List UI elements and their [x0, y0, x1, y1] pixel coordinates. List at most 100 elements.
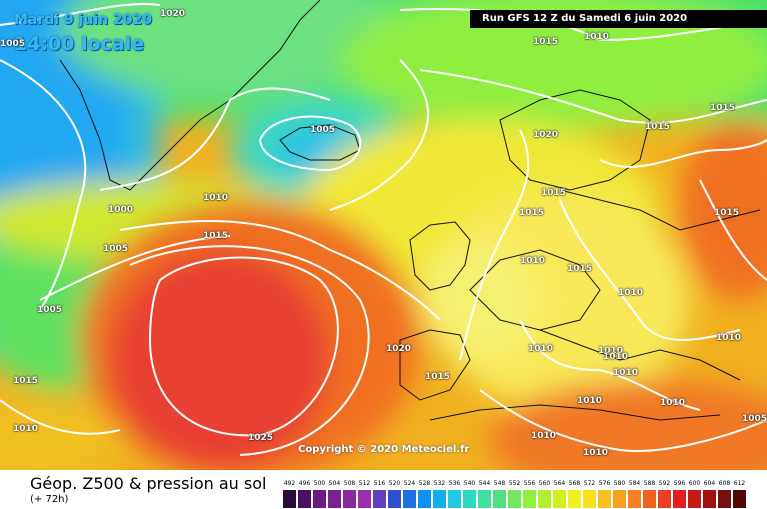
legend-value-label: 596 [673, 480, 686, 487]
isobar-label: 1010 [203, 193, 229, 203]
legend-swatch [478, 490, 491, 508]
legend-swatch [358, 490, 371, 508]
chart-title: Géop. Z500 & pression au sol [30, 474, 267, 493]
isobar-label: 1000 [108, 205, 134, 215]
isobar-label: 1010 [520, 256, 546, 266]
legend-swatch [508, 490, 521, 508]
legend-value-label: 604 [703, 480, 716, 487]
isobar-label: 1015 [519, 208, 545, 218]
legend-swatch [298, 490, 311, 508]
legend-swatch [463, 490, 476, 508]
isobar-label: 1025 [248, 433, 274, 443]
legend-swatch [643, 490, 656, 508]
legend-swatch [628, 490, 641, 508]
legend-value-label: 516 [373, 480, 386, 487]
isobar-label: 1015 [541, 188, 567, 198]
legend-swatch [448, 490, 461, 508]
legend-value-label: 548 [493, 480, 506, 487]
legend-value-label: 500 [313, 480, 326, 487]
isobar-label: 1015 [533, 37, 559, 47]
isobar-label: 1015 [714, 208, 740, 218]
forecast-map: Mardi 9 juin 2020 14:00 locale Run GFS 1… [0, 0, 767, 470]
legend-value-label: 512 [358, 480, 371, 487]
isobar-label: 1010 [531, 431, 557, 441]
legend-swatch [658, 490, 671, 508]
isobar-label: 1005 [742, 414, 767, 424]
legend-swatch [568, 490, 581, 508]
legend-value-label: 600 [688, 480, 701, 487]
isobar-label: 1010 [13, 424, 39, 434]
legend-value-label: 580 [613, 480, 626, 487]
legend-swatch [553, 490, 566, 508]
legend-swatch [328, 490, 341, 508]
legend-swatch [433, 490, 446, 508]
legend-swatch [613, 490, 626, 508]
isobar-label: 1020 [386, 344, 412, 354]
footer: Géop. Z500 & pression au sol (+ 72h) 492… [0, 470, 767, 509]
legend-value-label: 508 [343, 480, 356, 487]
isobar-label: 1010 [603, 352, 629, 362]
isobar-label: 1010 [618, 288, 644, 298]
legend-swatch [493, 490, 506, 508]
legend-value-label: 564 [553, 480, 566, 487]
legend-value-label: 496 [298, 480, 311, 487]
legend-value-label: 612 [733, 480, 746, 487]
legend-swatch [673, 490, 686, 508]
legend-value-label: 528 [418, 480, 431, 487]
legend-value-label: 568 [568, 480, 581, 487]
forecast-range: (+ 72h) [30, 494, 69, 505]
legend-swatch [718, 490, 731, 508]
copyright-notice: Copyright © 2020 Meteociel.fr [298, 444, 470, 455]
forecast-date: Mardi 9 juin 2020 [14, 12, 152, 28]
isobar-label: 1015 [203, 231, 229, 241]
isobar-label: 1010 [577, 396, 603, 406]
legend-swatch [343, 490, 356, 508]
isobar-label: 1005 [103, 244, 129, 254]
forecast-time: 14:00 locale [14, 33, 145, 55]
isobar-label: 1005 [0, 39, 26, 49]
legend-swatch [388, 490, 401, 508]
legend-value-label: 560 [538, 480, 551, 487]
legend-value-label: 552 [508, 480, 521, 487]
isobar-label: 1010 [598, 346, 624, 356]
legend-value-label: 584 [628, 480, 641, 487]
legend-value-label: 588 [643, 480, 656, 487]
isobar-label: 1010 [528, 344, 554, 354]
legend-value-label: 544 [478, 480, 491, 487]
legend-swatch [538, 490, 551, 508]
legend-swatch [373, 490, 386, 508]
legend-swatch [688, 490, 701, 508]
isobar-label: 1015 [710, 103, 736, 113]
isobar-label: 1010 [613, 368, 639, 378]
legend-value-label: 572 [583, 480, 596, 487]
legend-value-label: 608 [718, 480, 731, 487]
isobar-label: 1020 [160, 9, 186, 19]
run-info: Run GFS 12 Z du Samedi 6 juin 2020 [470, 10, 767, 28]
legend-swatch [313, 490, 326, 508]
isobar-label: 1010 [584, 32, 610, 42]
isobar-label: 1005 [37, 305, 63, 315]
legend-value-label: 576 [598, 480, 611, 487]
legend-swatch [403, 490, 416, 508]
legend-value-label: 532 [433, 480, 446, 487]
legend-swatch [703, 490, 716, 508]
legend-swatch [418, 490, 431, 508]
legend-value-label: 592 [658, 480, 671, 487]
isobar-label: 1005 [310, 125, 336, 135]
legend-value-label: 556 [523, 480, 536, 487]
isobar-label: 1010 [660, 398, 686, 408]
isobar-label: 1015 [567, 264, 593, 274]
legend-value-label: 524 [403, 480, 416, 487]
isobar-label: 1010 [716, 333, 742, 343]
map-graphic [0, 0, 767, 470]
isobar-label: 1015 [13, 376, 39, 386]
legend-swatch [598, 490, 611, 508]
isobar-label: 1015 [645, 122, 671, 132]
legend-swatch [583, 490, 596, 508]
legend-swatch [523, 490, 536, 508]
isobar-label: 1020 [533, 130, 559, 140]
isobar-label: 1015 [425, 372, 451, 382]
isobar-label: 1010 [583, 448, 609, 458]
legend-value-label: 504 [328, 480, 341, 487]
legend-swatch [283, 490, 296, 508]
